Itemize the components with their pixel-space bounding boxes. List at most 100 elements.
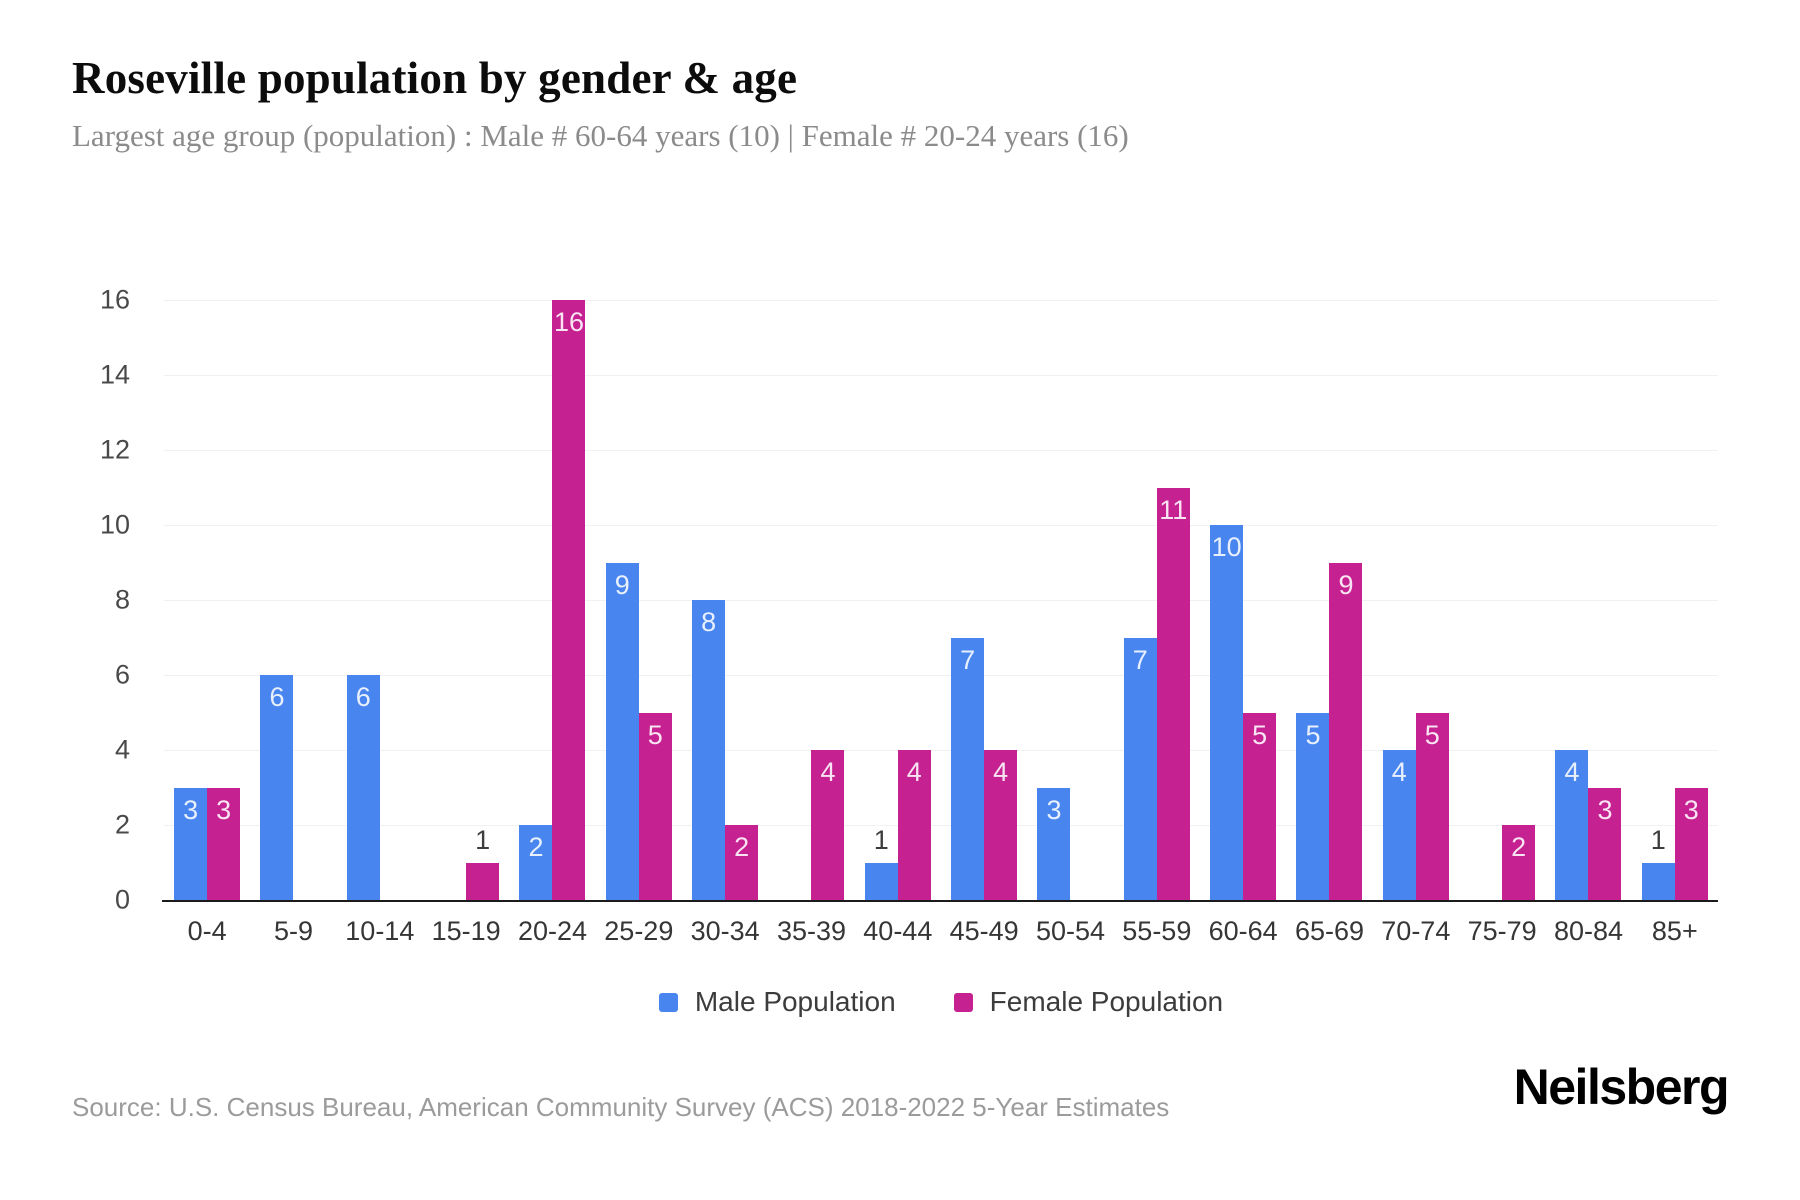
bar-value-label: 7 bbox=[1132, 644, 1148, 675]
bar-value-label: 1 bbox=[475, 824, 491, 855]
bar-value-label: 11 bbox=[1159, 494, 1188, 525]
bar-female: 5 bbox=[638, 712, 672, 900]
category-slot: 50-54 3 bbox=[1027, 300, 1113, 946]
x-axis-tick-label: 70-74 bbox=[1381, 916, 1451, 946]
category-slot: 10-14 6 bbox=[337, 300, 423, 946]
bar-value-label: 4 bbox=[1391, 757, 1407, 787]
bar-male: 3 bbox=[174, 787, 208, 900]
bar-male: 9 bbox=[605, 562, 639, 900]
x-axis-tick-label: 65-69 bbox=[1294, 916, 1365, 946]
gridline bbox=[164, 524, 1718, 526]
gridline bbox=[164, 749, 1718, 751]
category-slot: 65-69 5 9 bbox=[1286, 300, 1372, 946]
bar-value-label: 5 bbox=[647, 719, 663, 750]
bar-value-label: 9 bbox=[614, 569, 630, 600]
x-axis-tick-label: 15-19 bbox=[431, 916, 501, 946]
bar-value-label: 10 bbox=[1211, 532, 1242, 562]
bar-male: 8 bbox=[692, 600, 726, 900]
bar-value-label: 3 bbox=[1597, 794, 1613, 825]
x-axis-tick-label: 30-34 bbox=[690, 916, 760, 946]
legend-swatch bbox=[658, 992, 678, 1012]
bar-female: 3 bbox=[207, 787, 241, 900]
bar-female: 9 bbox=[1329, 562, 1363, 900]
legend-label: Male Population bbox=[694, 986, 896, 1017]
bar-male: 7 bbox=[1123, 637, 1157, 900]
bar-value-label: 4 bbox=[906, 757, 922, 787]
category-slot: 70-74 4 5 bbox=[1373, 300, 1459, 946]
bar-female: 16 bbox=[552, 300, 586, 900]
bar-value-label: 9 bbox=[1338, 569, 1354, 600]
y-axis-tick-label: 16 bbox=[99, 284, 130, 315]
bar-female: 5 bbox=[1243, 712, 1277, 900]
bar-value-label: 1 bbox=[873, 824, 889, 855]
bar-male: 4 bbox=[1382, 750, 1416, 900]
y-axis-tick-label: 8 bbox=[114, 584, 130, 615]
gridline bbox=[164, 449, 1718, 451]
bar-male: 2 bbox=[519, 825, 553, 900]
category-slot: 30-34 8 2 bbox=[682, 300, 768, 946]
bar-male: 10 bbox=[1210, 525, 1244, 900]
legend: Male Population Female Population bbox=[164, 986, 1718, 1018]
bar-male: 6 bbox=[346, 675, 380, 900]
bar-male: 6 bbox=[260, 675, 294, 900]
category-slot: 20-24 2 16 bbox=[509, 300, 595, 946]
gridline bbox=[164, 374, 1718, 376]
bar-female: 1 bbox=[466, 825, 500, 900]
x-axis-tick-label: 80-84 bbox=[1553, 916, 1624, 946]
y-axis-tick-label: 4 bbox=[114, 734, 130, 765]
bar-male: 4 bbox=[1555, 750, 1589, 900]
x-axis-tick-label: 60-64 bbox=[1208, 916, 1278, 946]
bar-value-label: 16 bbox=[553, 307, 584, 337]
chart-subtitle: Largest age group (population) : Male # … bbox=[72, 118, 1129, 153]
bar-male: 3 bbox=[1037, 787, 1071, 900]
category-slot: 15-19 1 bbox=[423, 300, 509, 947]
bar-male: 1 bbox=[1641, 825, 1675, 900]
bar-female: 4 bbox=[897, 750, 931, 900]
bar-female: 3 bbox=[1588, 787, 1622, 900]
bar-value-label: 6 bbox=[269, 682, 285, 712]
category-slot: 25-29 9 5 bbox=[596, 300, 682, 946]
x-axis-tick-label: 50-54 bbox=[1035, 916, 1106, 946]
bar-female: 11 bbox=[1156, 487, 1190, 900]
x-axis-tick-label: 75-79 bbox=[1467, 916, 1537, 946]
category-slot: 55-59 7 11 bbox=[1114, 300, 1200, 946]
category-slot: 60-64 10 5 bbox=[1200, 300, 1286, 946]
y-axis-tick-label: 0 bbox=[114, 884, 130, 915]
bar-female: 2 bbox=[725, 825, 759, 900]
category-slot: 45-49 7 4 bbox=[941, 300, 1027, 946]
bar-value-label: 6 bbox=[355, 682, 371, 712]
x-axis-tick-label: 40-44 bbox=[863, 916, 933, 946]
bar-value-label: 1 bbox=[1650, 824, 1666, 855]
x-axis-tick-label: 20-24 bbox=[517, 916, 588, 946]
x-axis-tick-label: 85+ bbox=[1651, 916, 1698, 946]
gridline bbox=[164, 674, 1718, 676]
x-axis-tick-label: 5-9 bbox=[273, 916, 313, 946]
bar-value-label: 5 bbox=[1305, 719, 1321, 750]
y-axis-tick-label: 10 bbox=[99, 509, 130, 540]
x-axis-tick-label: 35-39 bbox=[776, 916, 847, 946]
bar-female: 4 bbox=[984, 750, 1018, 900]
gridline bbox=[164, 599, 1718, 601]
legend-label: Female Population bbox=[989, 986, 1224, 1017]
bar-value-label: 3 bbox=[1683, 794, 1699, 825]
category-slot: 80-84 4 3 bbox=[1545, 300, 1631, 946]
bar-value-label: 2 bbox=[528, 832, 544, 862]
bar-value-label: 3 bbox=[1046, 794, 1062, 825]
chart-title: Roseville population by gender & age bbox=[72, 53, 798, 103]
bar-female: 5 bbox=[1415, 712, 1449, 900]
bar-value-label: 4 bbox=[993, 757, 1009, 787]
legend-item: Female Population bbox=[953, 986, 1224, 1018]
bar-value-label: 4 bbox=[1564, 757, 1580, 787]
category-slot: 85+ 1 3 bbox=[1632, 300, 1718, 946]
bar-value-label: 2 bbox=[1511, 832, 1527, 862]
y-axis-tick-label: 2 bbox=[114, 809, 130, 840]
bar-value-label: 7 bbox=[960, 644, 976, 675]
legend-swatch bbox=[953, 992, 973, 1012]
category-slot: 75-79 2 bbox=[1459, 300, 1545, 946]
bar-female: 2 bbox=[1502, 825, 1536, 900]
x-axis-tick-label: 10-14 bbox=[345, 916, 415, 946]
y-axis-tick-label: 14 bbox=[99, 359, 130, 390]
x-axis-tick-label: 55-59 bbox=[1122, 916, 1192, 946]
category-slot: 35-39 4 bbox=[768, 300, 854, 946]
